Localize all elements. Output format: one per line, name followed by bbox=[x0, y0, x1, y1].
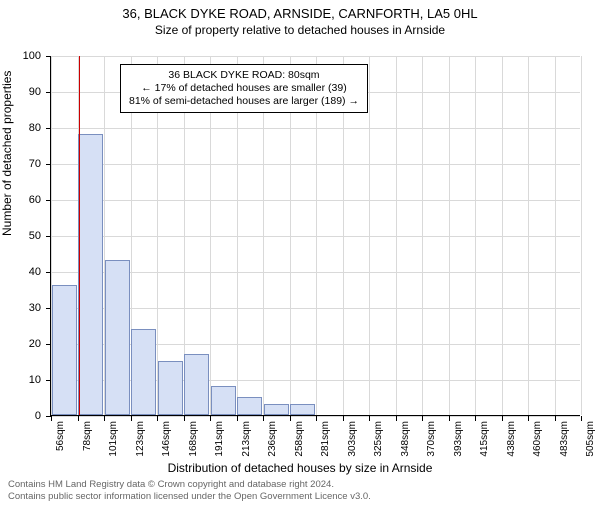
ytick-label: 50 bbox=[11, 230, 41, 242]
gridline-v bbox=[502, 56, 503, 415]
ytick-label: 90 bbox=[11, 86, 41, 98]
xtick-label: 78sqm bbox=[82, 421, 93, 451]
ytick-label: 60 bbox=[11, 194, 41, 206]
histogram-bar bbox=[52, 285, 77, 415]
gridline-v bbox=[422, 56, 423, 415]
ytick-label: 30 bbox=[11, 302, 41, 314]
xtick-label: 101sqm bbox=[108, 421, 119, 457]
gridline-v bbox=[449, 56, 450, 415]
gridline-v bbox=[369, 56, 370, 415]
xtick-label: 370sqm bbox=[426, 421, 437, 457]
xtick-mark bbox=[316, 416, 317, 421]
ytick-label: 70 bbox=[11, 158, 41, 170]
ytick-label: 40 bbox=[11, 266, 41, 278]
footer-line1: Contains HM Land Registry data © Crown c… bbox=[8, 479, 371, 490]
xtick-label: 213sqm bbox=[241, 421, 252, 457]
xtick-label: 123sqm bbox=[135, 421, 146, 457]
xtick-label: 303sqm bbox=[347, 421, 358, 457]
gridline-v bbox=[396, 56, 397, 415]
xtick-mark bbox=[78, 416, 79, 421]
xtick-label: 191sqm bbox=[214, 421, 225, 457]
gridline-v bbox=[555, 56, 556, 415]
histogram-bar bbox=[131, 329, 156, 415]
gridline-v bbox=[528, 56, 529, 415]
xtick-mark bbox=[396, 416, 397, 421]
histogram-bar bbox=[290, 404, 315, 415]
histogram-bar bbox=[237, 397, 262, 415]
xtick-mark bbox=[263, 416, 264, 421]
xtick-mark bbox=[502, 416, 503, 421]
xtick-label: 393sqm bbox=[453, 421, 464, 457]
xtick-mark bbox=[290, 416, 291, 421]
xtick-label: 56sqm bbox=[55, 421, 66, 451]
xtick-mark bbox=[555, 416, 556, 421]
xtick-mark bbox=[51, 416, 52, 421]
xtick-label: 168sqm bbox=[188, 421, 199, 457]
xtick-mark bbox=[369, 416, 370, 421]
gridline-v bbox=[581, 56, 582, 415]
xtick-mark bbox=[422, 416, 423, 421]
xtick-mark bbox=[104, 416, 105, 421]
ytick-label: 20 bbox=[11, 338, 41, 350]
ytick-label: 80 bbox=[11, 122, 41, 134]
infobox-line1: 36 BLACK DYKE ROAD: 80sqm bbox=[129, 69, 359, 82]
histogram-bar bbox=[211, 386, 236, 415]
info-box: 36 BLACK DYKE ROAD: 80sqm ← 17% of detac… bbox=[120, 64, 368, 113]
ytick-label: 10 bbox=[11, 374, 41, 386]
gridline-v bbox=[475, 56, 476, 415]
footer-line2: Contains public sector information licen… bbox=[8, 491, 371, 502]
histogram-bar bbox=[158, 361, 183, 415]
page-subtitle: Size of property relative to detached ho… bbox=[0, 23, 600, 37]
histogram-bar bbox=[184, 354, 209, 415]
chart-area: 010203040506070809010056sqm78sqm101sqm12… bbox=[50, 56, 580, 416]
xtick-label: 258sqm bbox=[294, 421, 305, 457]
ytick-label: 100 bbox=[11, 50, 41, 62]
ytick-label: 0 bbox=[11, 410, 41, 422]
xtick-label: 325sqm bbox=[373, 421, 384, 457]
xtick-label: 438sqm bbox=[506, 421, 517, 457]
xtick-label: 415sqm bbox=[479, 421, 490, 457]
x-axis-label: Distribution of detached houses by size … bbox=[0, 461, 600, 475]
xtick-label: 146sqm bbox=[161, 421, 172, 457]
xtick-mark bbox=[210, 416, 211, 421]
property-marker-line bbox=[79, 56, 80, 415]
xtick-mark bbox=[157, 416, 158, 421]
xtick-mark bbox=[475, 416, 476, 421]
xtick-mark bbox=[343, 416, 344, 421]
xtick-mark bbox=[581, 416, 582, 421]
xtick-mark bbox=[528, 416, 529, 421]
infobox-line3: 81% of semi-detached houses are larger (… bbox=[129, 95, 359, 108]
xtick-label: 460sqm bbox=[532, 421, 543, 457]
histogram-bar bbox=[78, 134, 103, 415]
xtick-label: 348sqm bbox=[400, 421, 411, 457]
xtick-label: 483sqm bbox=[559, 421, 570, 457]
page-title: 36, BLACK DYKE ROAD, ARNSIDE, CARNFORTH,… bbox=[0, 6, 600, 21]
xtick-mark bbox=[449, 416, 450, 421]
xtick-mark bbox=[237, 416, 238, 421]
xtick-label: 281sqm bbox=[320, 421, 331, 457]
xtick-label: 505sqm bbox=[585, 421, 596, 457]
xtick-mark bbox=[184, 416, 185, 421]
xtick-label: 236sqm bbox=[267, 421, 278, 457]
histogram-bar bbox=[264, 404, 289, 415]
xtick-mark bbox=[131, 416, 132, 421]
infobox-line2: ← 17% of detached houses are smaller (39… bbox=[129, 82, 359, 95]
footer-attribution: Contains HM Land Registry data © Crown c… bbox=[8, 479, 371, 502]
histogram-bar bbox=[105, 260, 130, 415]
